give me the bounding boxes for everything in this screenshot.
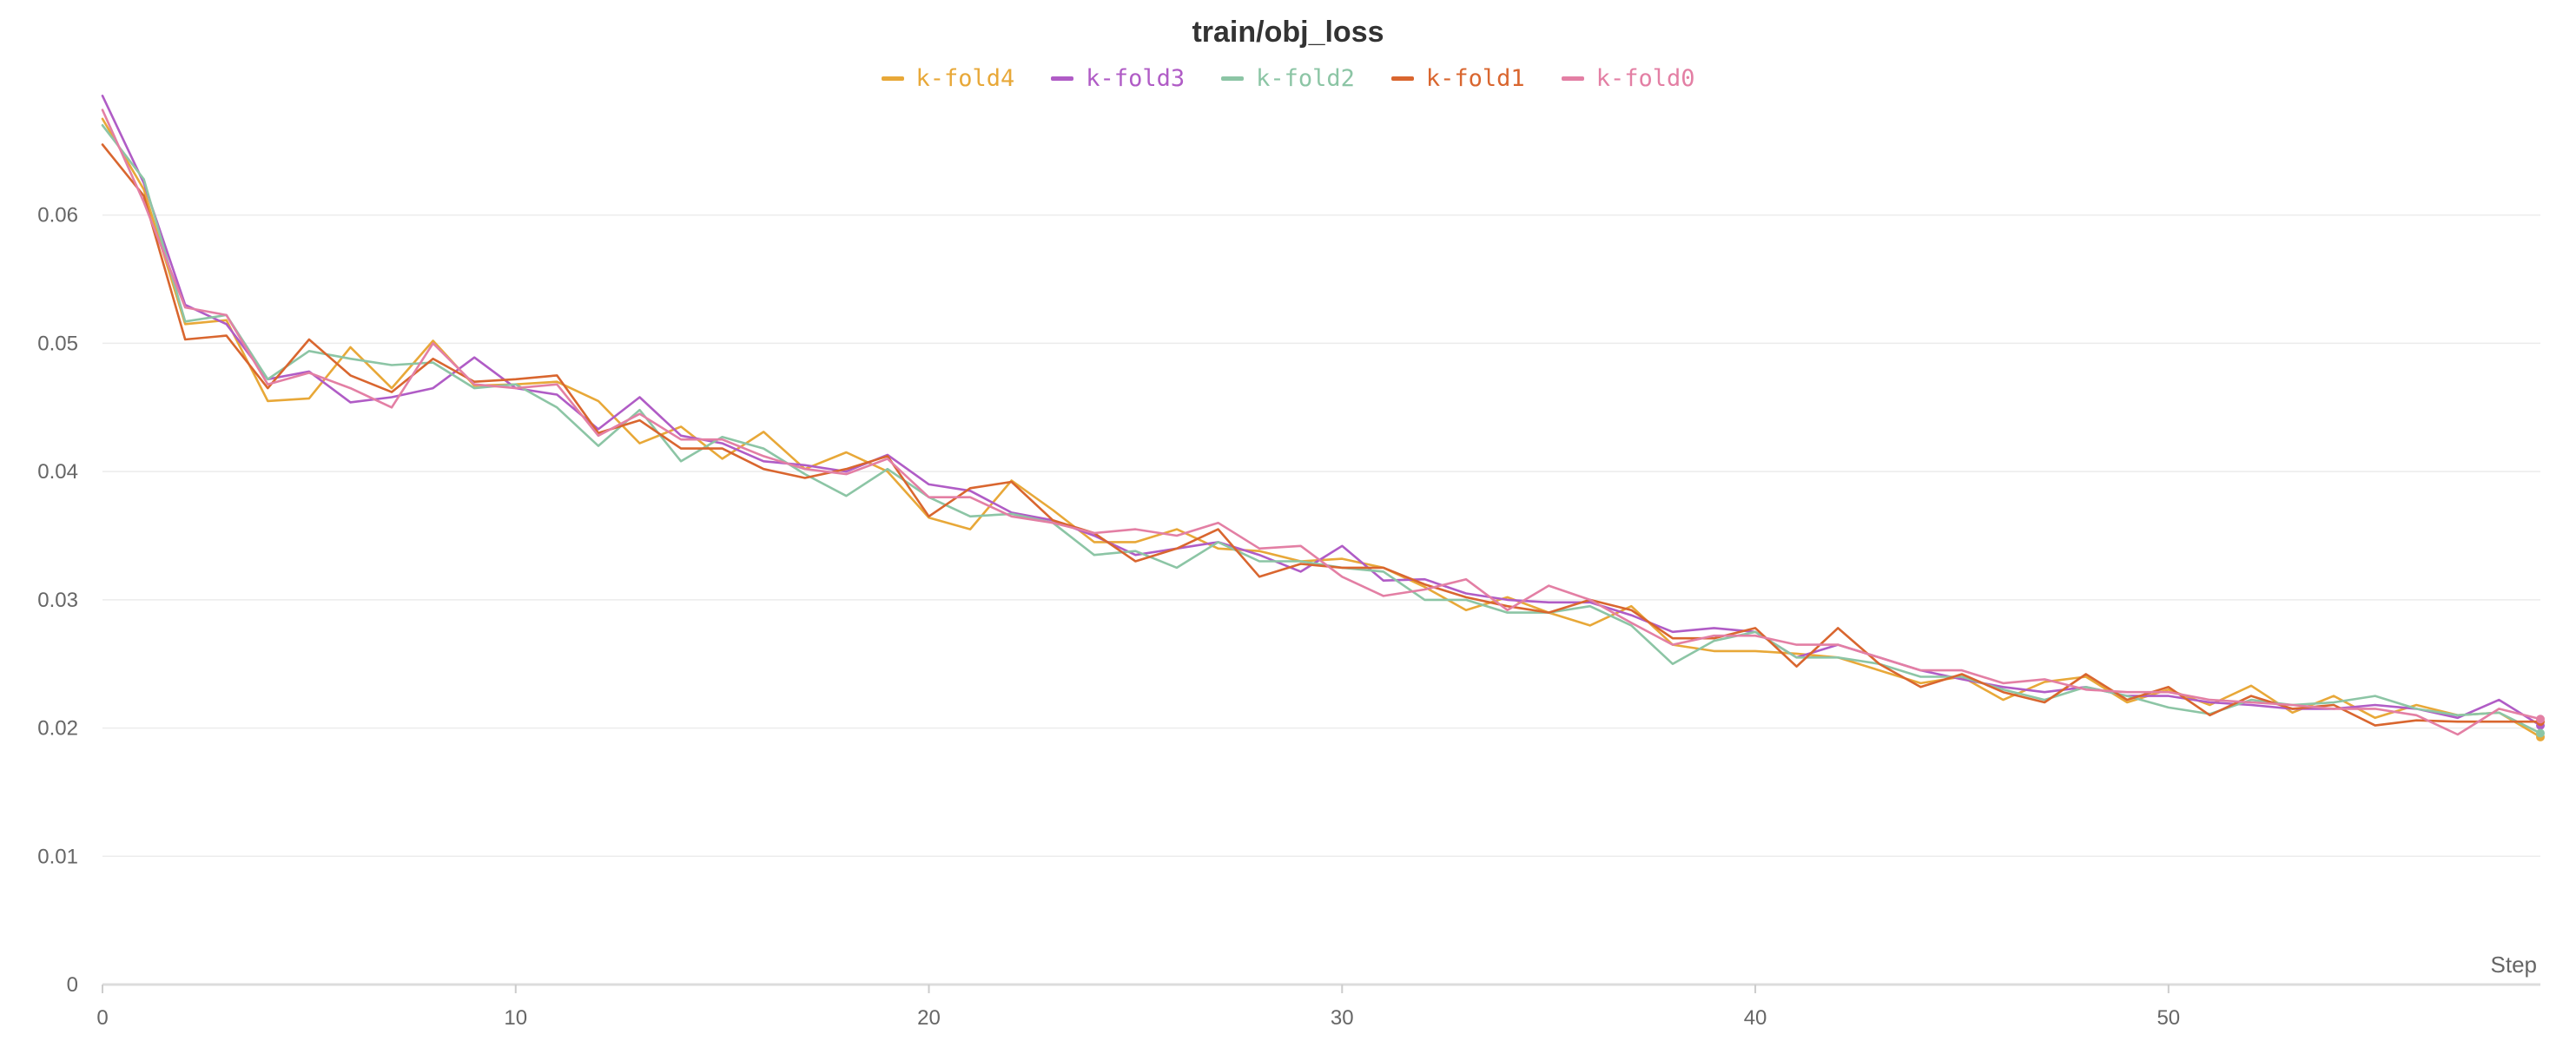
legend-swatch xyxy=(1221,76,1245,81)
grid-lines xyxy=(102,214,2540,858)
legend-label: k-fold3 xyxy=(1086,64,1186,92)
chart-legend[interactable]: k-fold4 k-fold3 k-fold2 k-fold1 k-fold0 xyxy=(0,61,2576,96)
x-tick-label: 40 xyxy=(1744,1006,1767,1030)
series-end-point-k-fold2[interactable] xyxy=(2536,728,2545,738)
series-line-k-fold3[interactable] xyxy=(101,95,2542,727)
legend-swatch xyxy=(881,76,904,81)
x-tick-label: 30 xyxy=(1331,1006,1354,1030)
legend-item-k-fold2[interactable]: k-fold2 xyxy=(1221,65,1355,92)
x-tick-label: 0 xyxy=(96,1006,108,1030)
series-lines[interactable] xyxy=(101,95,2545,741)
x-axis-title: Step xyxy=(2491,952,2538,978)
chart-title: train/obj_loss xyxy=(1192,16,1384,49)
axes xyxy=(102,983,2540,993)
legend-item-k-fold4[interactable]: k-fold4 xyxy=(881,64,1015,92)
legend-item-k-fold3[interactable]: k-fold3 xyxy=(1051,65,1185,92)
y-tick-label: 0 xyxy=(67,973,78,997)
y-tick-label: 0.04 xyxy=(37,460,78,484)
legend-label: k-fold1 xyxy=(1425,64,1525,92)
series-end-point-k-fold0[interactable] xyxy=(2536,715,2545,724)
x-tick-label: 20 xyxy=(917,1006,941,1030)
y-tick-label: 0.05 xyxy=(37,332,78,355)
legend-item-k-fold1[interactable]: k-fold1 xyxy=(1390,64,1525,92)
legend-swatch xyxy=(1390,76,1414,81)
axis-labels: 0 0.01 0.02 0.03 0.04 0.05 0.06 0 10 20 30 40 50 Step xyxy=(37,204,2537,1030)
series-line-k-fold1[interactable] xyxy=(101,143,2542,727)
y-tick-label: 0.02 xyxy=(37,717,78,741)
legend-label: k-fold4 xyxy=(915,64,1015,92)
legend-swatch xyxy=(1561,76,1584,81)
legend-label: k-fold2 xyxy=(1256,64,1355,92)
y-tick-label: 0.06 xyxy=(37,204,78,227)
x-tick-label: 10 xyxy=(504,1006,527,1030)
y-tick-label: 0.01 xyxy=(37,845,78,868)
x-tick-label: 50 xyxy=(2157,1006,2180,1030)
legend-swatch xyxy=(1051,76,1074,81)
legend-item-k-fold0[interactable]: k-fold0 xyxy=(1561,64,1695,92)
series-line-k-fold2[interactable] xyxy=(101,124,2542,735)
legend-label: k-fold0 xyxy=(1595,64,1695,92)
y-tick-label: 0.03 xyxy=(37,589,78,612)
series-line-k-fold4[interactable] xyxy=(101,117,2542,739)
series-line-k-fold0[interactable] xyxy=(101,109,2542,736)
